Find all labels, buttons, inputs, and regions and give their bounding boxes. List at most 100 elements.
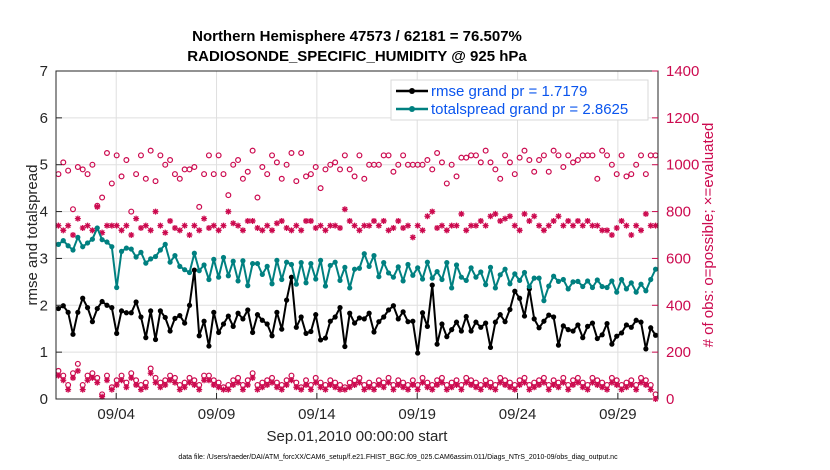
totalspread-point [274,257,280,263]
totalspread-point [458,274,464,280]
obs-evaluated-marker [186,232,193,238]
obs-evaluated-low-marker [633,386,640,393]
obs-evaluated-marker [380,217,387,224]
obs-evaluated-low-marker [516,381,523,388]
y-tick-label: 0 [40,391,48,408]
obs-evaluated-low-marker [239,386,246,393]
totalspread-point [604,284,610,291]
obs-evaluated-low-marker [570,381,577,388]
obs-evaluated-low-marker [171,379,178,386]
rmse-point [560,323,566,329]
obs-evaluated-low-marker [69,374,76,381]
rmse-point [458,328,464,334]
rmse-point [483,320,489,326]
rmse-point [594,335,600,342]
obs-possible-marker [210,171,217,178]
totalspread-point [492,285,498,291]
obs-possible-marker [65,167,72,174]
obs-evaluated-marker [545,222,552,229]
rmse-point [55,305,62,312]
obs-possible-marker [429,166,436,173]
rmse-point [70,331,76,337]
obs-evaluated-marker [604,227,611,234]
obs-possible-marker [235,157,242,164]
rmse-point [405,319,411,325]
obs-possible-marker [123,157,130,164]
obs-possible-marker [239,175,246,182]
obs-evaluated-marker [99,229,106,236]
obs-possible-marker [375,161,382,168]
totalspread-point [172,253,178,259]
obs-possible-marker [424,157,431,164]
totalspread-point [502,266,508,272]
obs-evaluated-low-marker [613,381,620,388]
rmse-point [371,329,377,335]
rmse-point [245,307,251,313]
totalspread-point [313,276,319,282]
obs-possible-marker [89,161,96,168]
y-right-tick-label: 1000 [666,157,699,174]
rmse-point [259,317,265,323]
obs-possible-marker [599,147,606,154]
obs-evaluated-marker [303,217,310,224]
obs-evaluated-marker [69,232,76,238]
totalspread-point [623,286,630,292]
totalspread-point [638,281,644,287]
obs-possible-marker [176,175,183,182]
obs-possible-marker [307,171,314,178]
obs-possible-marker [356,152,363,159]
totalspread-point [434,268,440,275]
rmse-point [623,322,630,328]
obs-evaluated-marker [414,222,421,229]
totalspread-point [580,283,586,290]
obs-evaluated-marker [220,222,227,229]
obs-evaluated-low-marker [201,377,208,384]
obs-evaluated-low-marker [400,384,407,391]
totalspread-point [177,263,183,269]
rmse-point [128,310,134,316]
obs-evaluated-marker [608,232,615,238]
totalspread-point [551,273,557,279]
obs-evaluated-low-marker [273,384,280,391]
obs-possible-marker [419,161,426,168]
y-tick-label: 4 [40,204,48,221]
obs-evaluated-marker [133,215,140,222]
totalspread-point [419,276,426,282]
obs-possible-marker [438,159,445,166]
totalspread-point [342,264,348,270]
obs-evaluated-marker [249,217,256,224]
totalspread-point [381,260,387,266]
rmse-point [172,315,178,322]
obs-evaluated-low-marker [278,386,285,393]
rmse-point [570,328,576,334]
obs-possible-marker [259,164,266,171]
totalspread-point [186,269,193,276]
obs-evaluated-marker [463,227,470,234]
rmse-point [317,337,324,343]
obs-evaluated-low-marker [123,384,130,391]
totalspread-point [463,277,469,284]
totalspread-point [570,279,576,285]
obs-evaluated-low-marker [322,386,329,393]
obs-evaluated-low-marker [531,384,538,391]
data-file-footer: data file: /Users/raeder/DAI/ATM_forcXX/… [178,454,618,461]
obs-evaluated-low-marker [492,386,499,393]
obs-evaluated-low-marker [472,384,479,391]
totalspread-point [618,276,625,283]
obs-evaluated-marker [492,210,499,217]
rmse-point [152,336,159,343]
rmse-point [167,328,173,334]
obs-possible-marker [74,164,81,171]
rmse-point [65,309,71,315]
obs-evaluated-marker [128,232,135,238]
obs-possible-marker [502,152,509,159]
rmse-point [473,319,479,325]
obs-evaluated-low-marker [419,379,426,386]
obs-possible-marker [60,159,67,166]
obs-possible-marker [327,161,334,168]
obs-evaluated-marker [477,217,484,224]
obs-possible-marker [361,175,368,182]
obs-evaluated-marker [502,215,509,222]
totalspread-point [84,240,91,246]
obs-possible-marker [540,152,547,159]
